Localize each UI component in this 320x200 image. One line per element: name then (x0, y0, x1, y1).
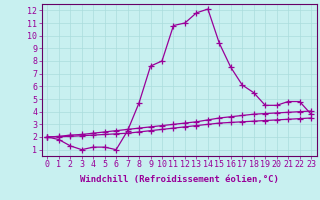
X-axis label: Windchill (Refroidissement éolien,°C): Windchill (Refroidissement éolien,°C) (80, 175, 279, 184)
